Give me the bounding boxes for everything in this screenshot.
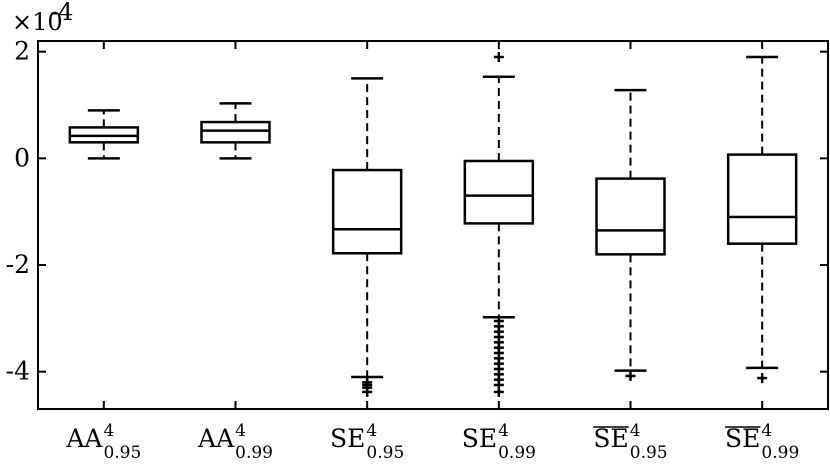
x-category-subscript: 0.99 xyxy=(498,443,536,463)
x-category-base: SE xyxy=(330,424,365,453)
x-category-base: AA xyxy=(65,424,103,453)
box-group xyxy=(595,88,666,381)
interquartile-box xyxy=(200,120,271,144)
x-category-subscript: 0.99 xyxy=(235,443,273,463)
x-category-superscript: 4 xyxy=(103,421,114,441)
y-tick-label: -4 xyxy=(6,357,30,386)
x-axis-ticks: AA 40.95 AA 40.99 SE 40.95 SE 40.99 SE 40.95 SE 40.… xyxy=(65,41,799,463)
plot-area-frame xyxy=(37,40,829,410)
outlier-marker xyxy=(362,386,373,397)
boxes xyxy=(68,52,798,397)
box-group xyxy=(726,55,798,384)
outlier-marker xyxy=(757,373,768,384)
box-group xyxy=(200,102,271,160)
interquartile-box xyxy=(595,177,666,256)
x-category-superscript: 4 xyxy=(235,421,246,441)
x-category-superscript: 4 xyxy=(366,421,377,441)
interquartile-box xyxy=(331,168,403,255)
outlier-marker xyxy=(625,370,636,381)
x-category-superscript: 4 xyxy=(498,421,509,441)
x-category-subscript: 0.95 xyxy=(366,443,404,463)
x-category-label: SE 40.99 xyxy=(725,421,799,463)
x-category-base: AA xyxy=(197,424,235,453)
x-category-label: AA 40.95 xyxy=(65,421,141,463)
box-group xyxy=(331,77,403,397)
box-group xyxy=(463,52,535,397)
x-category-superscript: 4 xyxy=(761,421,772,441)
x-category-base: SE xyxy=(593,424,628,453)
x-category-superscript: 4 xyxy=(630,421,641,441)
x-category-subscript: 0.99 xyxy=(761,443,799,463)
x-category-base: SE xyxy=(462,424,497,453)
y-axis-ticks: 2 0 -2 -4 xyxy=(6,37,828,386)
x-category-label: AA 40.99 xyxy=(197,421,273,463)
outlier-marker xyxy=(493,386,504,397)
y-tick-label: -2 xyxy=(6,250,30,279)
interquartile-box xyxy=(726,153,798,245)
outlier-marker xyxy=(493,52,504,62)
x-category-label: SE 40.95 xyxy=(330,421,404,463)
box-group xyxy=(68,109,140,160)
x-category-base: SE xyxy=(725,424,760,453)
y-tick-label: 2 xyxy=(14,37,30,66)
y-multiplier-exponent: -4 xyxy=(50,0,73,26)
y-multiplier-base: ×10 xyxy=(12,8,63,36)
y-multiplier-label: ×10 -4 xyxy=(12,0,73,36)
x-category-subscript: 0.95 xyxy=(103,443,141,463)
x-category-label: SE 40.95 xyxy=(593,421,668,463)
x-category-subscript: 0.95 xyxy=(630,443,668,463)
x-category-label: SE 40.99 xyxy=(462,421,536,463)
y-tick-label: 0 xyxy=(14,143,30,172)
interquartile-box xyxy=(463,159,535,225)
